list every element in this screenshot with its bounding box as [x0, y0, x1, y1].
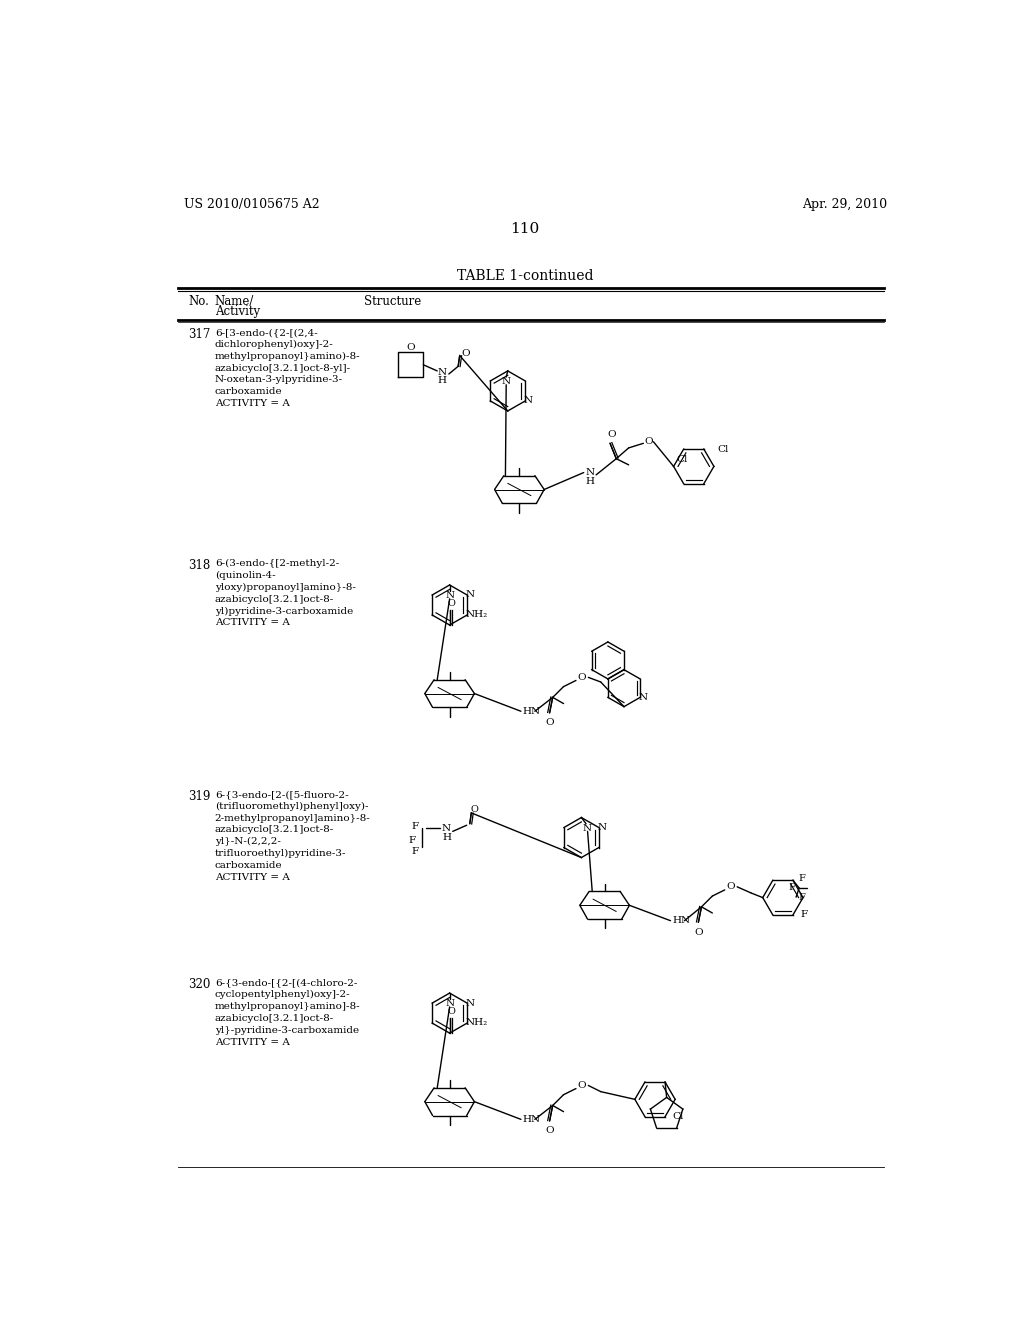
Text: No.: No.: [188, 296, 209, 309]
Text: N: N: [442, 824, 452, 833]
Text: HN: HN: [522, 706, 541, 715]
Text: N: N: [639, 693, 648, 702]
Text: N: N: [466, 999, 475, 1007]
Text: O: O: [644, 437, 653, 446]
Text: O: O: [407, 343, 415, 352]
Text: HN: HN: [522, 1115, 541, 1123]
Text: H: H: [437, 376, 446, 384]
Text: F: F: [412, 847, 419, 855]
Text: US 2010/0105675 A2: US 2010/0105675 A2: [183, 198, 319, 211]
Text: N: N: [523, 396, 532, 405]
Text: TABLE 1-continued: TABLE 1-continued: [457, 268, 593, 282]
Text: 110: 110: [510, 222, 540, 235]
Text: F: F: [799, 892, 806, 902]
Text: HN: HN: [672, 916, 690, 925]
Text: O: O: [447, 1007, 455, 1016]
Text: O: O: [578, 1081, 587, 1090]
Text: F: F: [801, 911, 808, 920]
Text: O: O: [447, 599, 455, 609]
Text: 319: 319: [188, 789, 211, 803]
Text: F: F: [409, 836, 416, 845]
Text: 6-{3-endo-[2-([5-fluoro-2-
(trifluoromethyl)phenyl]oxy)-
2-methylpropanoyl]amino: 6-{3-endo-[2-([5-fluoro-2- (trifluoromet…: [215, 789, 371, 882]
Text: Apr. 29, 2010: Apr. 29, 2010: [802, 198, 888, 211]
Text: Name/: Name/: [215, 296, 254, 309]
Text: N: N: [597, 824, 606, 832]
Text: N: N: [437, 368, 446, 378]
Text: 317: 317: [188, 327, 211, 341]
Text: O: O: [607, 429, 615, 438]
Text: O: O: [546, 1126, 554, 1135]
Text: Cl: Cl: [677, 455, 688, 465]
Text: O: O: [546, 718, 554, 726]
Text: NH₂: NH₂: [465, 610, 487, 619]
Text: 320: 320: [188, 978, 211, 991]
Text: F: F: [787, 883, 795, 892]
Text: N: N: [445, 999, 455, 1008]
Text: N: N: [466, 590, 475, 599]
Text: F: F: [799, 874, 806, 883]
Text: O: O: [694, 928, 702, 937]
Text: 6-(3-endo-{[2-methyl-2-
(quinolin-4-
yloxy)propanoyl]amino}-8-
azabicyclo[3.2.1]: 6-(3-endo-{[2-methyl-2- (quinolin-4- ylo…: [215, 558, 355, 627]
Text: F: F: [412, 822, 419, 832]
Text: H: H: [442, 833, 451, 842]
Text: NH₂: NH₂: [465, 1018, 487, 1027]
Text: Cl: Cl: [673, 1113, 684, 1121]
Text: Cl: Cl: [718, 445, 729, 454]
Text: N: N: [586, 469, 595, 477]
Text: O: O: [462, 350, 470, 359]
Text: 6-{3-endo-[{2-[(4-chloro-2-
cyclopentylphenyl)oxy]-2-
methylpropanoyl}amino]-8-
: 6-{3-endo-[{2-[(4-chloro-2- cyclopentylp…: [215, 978, 360, 1047]
Text: O: O: [727, 882, 735, 891]
Text: N: N: [502, 378, 511, 387]
Text: O: O: [470, 805, 478, 814]
Text: Structure: Structure: [365, 296, 422, 309]
Text: O: O: [578, 673, 587, 682]
Text: N: N: [445, 591, 455, 601]
Text: N: N: [583, 824, 592, 833]
Text: Activity: Activity: [215, 305, 260, 318]
Text: H: H: [586, 477, 594, 486]
Text: 6-[3-endo-({2-[(2,4-
dichlorophenyl)oxy]-2-
methylpropanoyl}amino)-8-
azabicyclo: 6-[3-endo-({2-[(2,4- dichlorophenyl)oxy]…: [215, 327, 360, 408]
Text: 318: 318: [188, 558, 211, 572]
